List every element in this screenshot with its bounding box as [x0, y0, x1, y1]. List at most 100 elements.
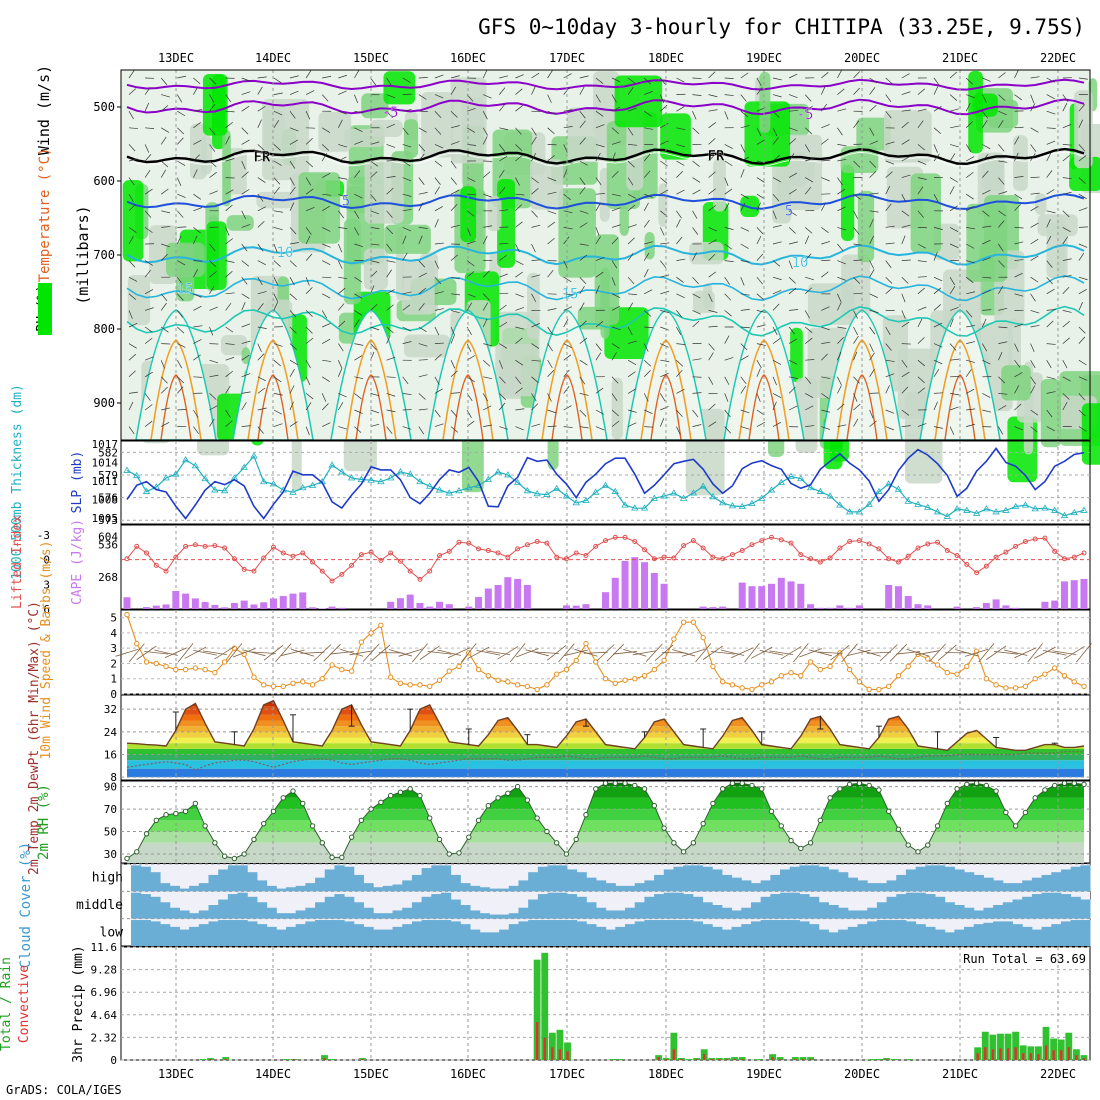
wind-barb [772, 154, 781, 162]
wind-barb [273, 243, 278, 253]
wind-barb [177, 386, 184, 394]
wind-barb [627, 87, 634, 95]
surface-wind-barb [830, 645, 850, 661]
wind-barb [869, 409, 874, 419]
cape-bar [846, 607, 854, 609]
cloud-axis-label: Cloud Cover (%) [18, 842, 34, 968]
wind-barb [724, 393, 729, 402]
wind-barb [917, 359, 926, 367]
wind-barb [305, 70, 312, 79]
rh-color-band [127, 831, 1084, 843]
rh-color-band [127, 786, 1084, 798]
wind-barb [434, 376, 440, 385]
wind-barb [853, 276, 861, 284]
contour-label: -5 [382, 105, 399, 121]
wind-barb [241, 189, 250, 195]
cloud-level-label: high [92, 871, 123, 886]
wind-barb [499, 187, 506, 195]
wind-barb [643, 310, 652, 317]
lifted-index-point [808, 556, 814, 562]
wind-barb [579, 186, 586, 195]
rh-shading [558, 188, 596, 278]
wind-barb [579, 120, 586, 129]
thickness-point [699, 482, 707, 489]
cloud-low-cell [905, 921, 917, 946]
wind-barb [370, 270, 378, 278]
cloud-low-cell [644, 920, 655, 946]
wind-barb [128, 322, 138, 328]
wind-barb [982, 309, 992, 311]
rh-point [925, 842, 931, 848]
wind-barb [1014, 272, 1023, 278]
wind-barb [402, 144, 412, 148]
wind-barb [531, 393, 537, 402]
wind-barb [161, 407, 171, 411]
thickness-point [953, 505, 961, 512]
wind-barb [515, 204, 523, 212]
wind-barb [241, 210, 246, 220]
wind-speed-point [563, 666, 570, 673]
wind-barb [998, 426, 1004, 435]
wind-barb [547, 308, 557, 311]
cloud-high-cell [905, 869, 917, 892]
wind-barb [724, 310, 732, 317]
precip-total-bar [533, 959, 541, 1060]
wind-barb [788, 326, 795, 335]
wind-barb [354, 343, 364, 346]
precip-convective-bar [976, 1053, 979, 1060]
wind-barb [386, 94, 396, 99]
wind-barb [144, 227, 153, 233]
rh-point [1012, 823, 1019, 829]
cloud-high-cell [315, 877, 326, 892]
thickness-point [679, 494, 688, 501]
wind-barb [144, 337, 153, 344]
wind-barb [128, 310, 133, 319]
rh-shading [744, 101, 791, 167]
rh-point [837, 786, 843, 792]
wind-barb [289, 421, 298, 427]
wind-barb [563, 343, 572, 348]
lifted-index-point [847, 538, 853, 544]
wind-barb [177, 293, 184, 301]
wind-barb [1030, 360, 1036, 369]
wind-barb [193, 193, 202, 200]
wind-barb [950, 358, 960, 361]
wind-barb [1030, 206, 1039, 212]
wind-barb [982, 144, 991, 150]
cloud-low-cell [382, 929, 394, 946]
cape-bar [269, 598, 277, 609]
thickness-point [1060, 511, 1069, 519]
wind-barb [740, 202, 746, 211]
wind-barb [434, 74, 444, 79]
cape-bar [426, 606, 434, 609]
wind-barb [692, 392, 702, 394]
wind-barb [257, 119, 262, 128]
wind-barb [965, 171, 974, 178]
cloud-low-cell [528, 920, 539, 946]
thickness-point [1070, 508, 1078, 516]
wind-barb [949, 71, 958, 79]
cloud-high-cell [411, 874, 423, 892]
wind-barb [402, 252, 408, 261]
wind-barb [659, 227, 665, 236]
thickness-point [416, 477, 424, 485]
wind-barb [1062, 236, 1069, 245]
thickness-point [465, 484, 473, 491]
wind-barb [595, 153, 601, 162]
wind-barb [676, 77, 685, 83]
wind-barb [1062, 144, 1072, 146]
cape-bar [484, 588, 492, 609]
wind-barb [257, 353, 265, 361]
wind-barb [322, 127, 331, 133]
cape-bar [309, 607, 317, 609]
wind-barb [225, 204, 233, 212]
wind-barb [338, 193, 347, 198]
wind-barb [837, 243, 844, 252]
surface-wind-barb [623, 648, 647, 657]
wind-barb [643, 77, 652, 85]
wind-barb [322, 243, 331, 248]
wind-barb [869, 77, 878, 84]
rh-shading [759, 71, 771, 133]
rh-point [671, 840, 677, 846]
wind-barb [1030, 376, 1036, 385]
